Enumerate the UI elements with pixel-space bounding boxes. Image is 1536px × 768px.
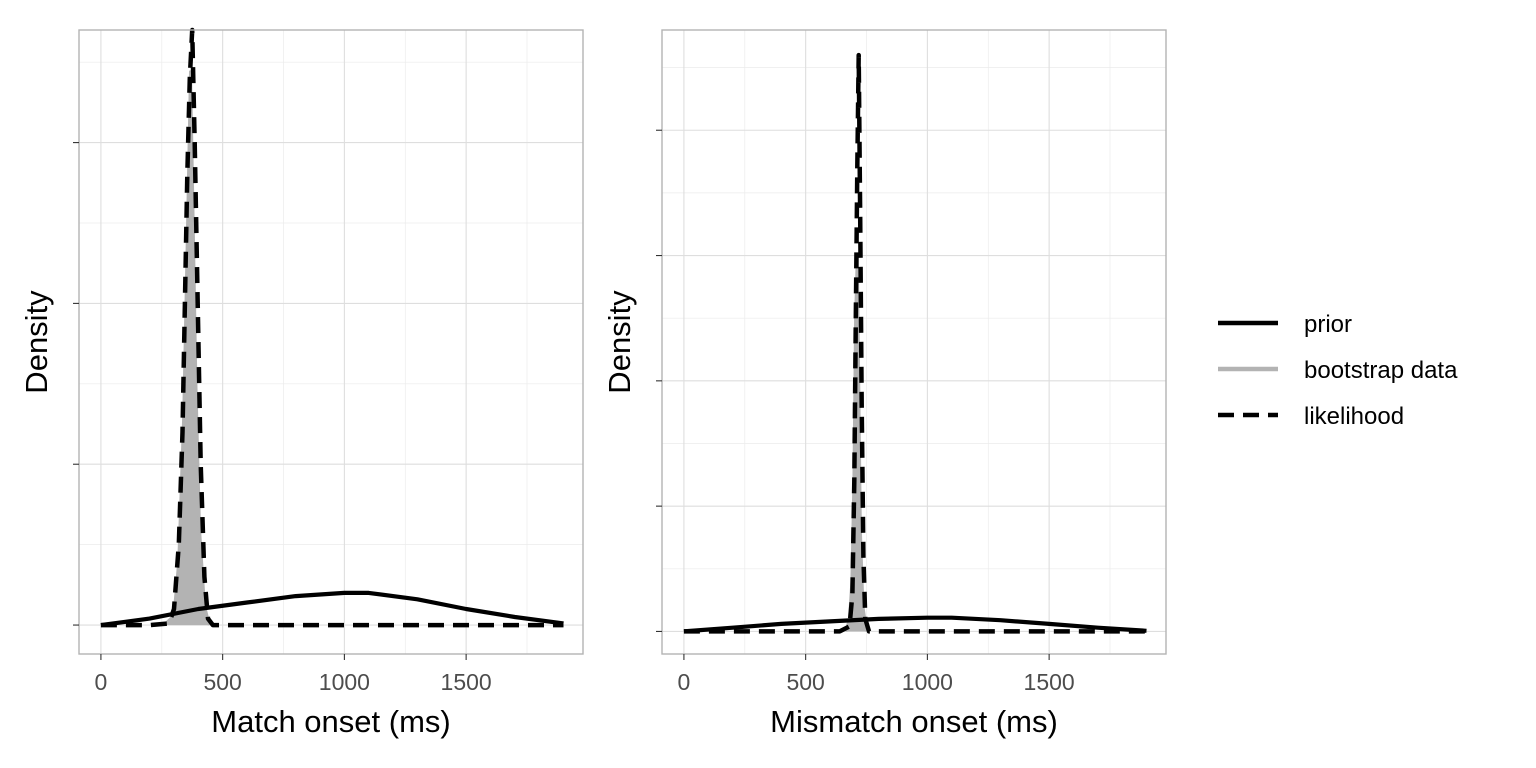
x-tick-label-1000: 1000 [902, 669, 953, 695]
series-prior-line [683, 615, 1147, 634]
legend-item-bootstrap-data: bootstrap data [1218, 357, 1458, 384]
axis-ticks: 0 500 1000 1500 [656, 129, 1075, 695]
grid-major-lines [79, 30, 583, 654]
x-tick-label-500: 500 [786, 669, 824, 695]
x-tick-label-1500: 1500 [441, 669, 492, 695]
series-bootstrap-data-area [845, 255, 867, 632]
panel-match-onset: 0 500 1000 1500 Match onset (ms) Density [19, 27, 584, 739]
x-axis-title: Mismatch onset (ms) [770, 704, 1058, 739]
legend-label-likelihood: likelihood [1304, 403, 1404, 430]
x-tick-label-0: 0 [95, 669, 108, 695]
series-prior-line [100, 590, 564, 628]
legend-label-prior: prior [1304, 311, 1352, 338]
series-likelihood-line [683, 52, 1147, 634]
x-tick-label-1500: 1500 [1024, 669, 1075, 695]
grid-major-lines [662, 30, 1166, 654]
series-layer [683, 52, 1147, 634]
series-layer [100, 27, 564, 628]
x-tick-label-0: 0 [678, 669, 691, 695]
panel-mismatch-onset: 0 500 1000 1500 Mismatch onset (ms) Density [602, 29, 1167, 739]
legend-label-bootstrap-data: bootstrap data [1304, 357, 1458, 384]
legend-item-prior: prior [1218, 311, 1352, 338]
y-axis-title: Density [602, 290, 637, 394]
legend: prior bootstrap data likelihood [1218, 311, 1458, 430]
axis-ticks: 0 500 1000 1500 [73, 142, 492, 695]
y-axis-title: Density [19, 290, 54, 394]
x-axis-title: Match onset (ms) [211, 704, 450, 739]
panel-border [661, 29, 1167, 655]
legend-item-likelihood: likelihood [1218, 403, 1404, 430]
series-likelihood-line [100, 27, 564, 628]
x-tick-label-500: 500 [203, 669, 241, 695]
x-tick-label-1000: 1000 [319, 669, 370, 695]
grid-minor-lines [662, 30, 1166, 654]
grid-minor-lines [79, 30, 583, 654]
panel-border [78, 29, 584, 655]
